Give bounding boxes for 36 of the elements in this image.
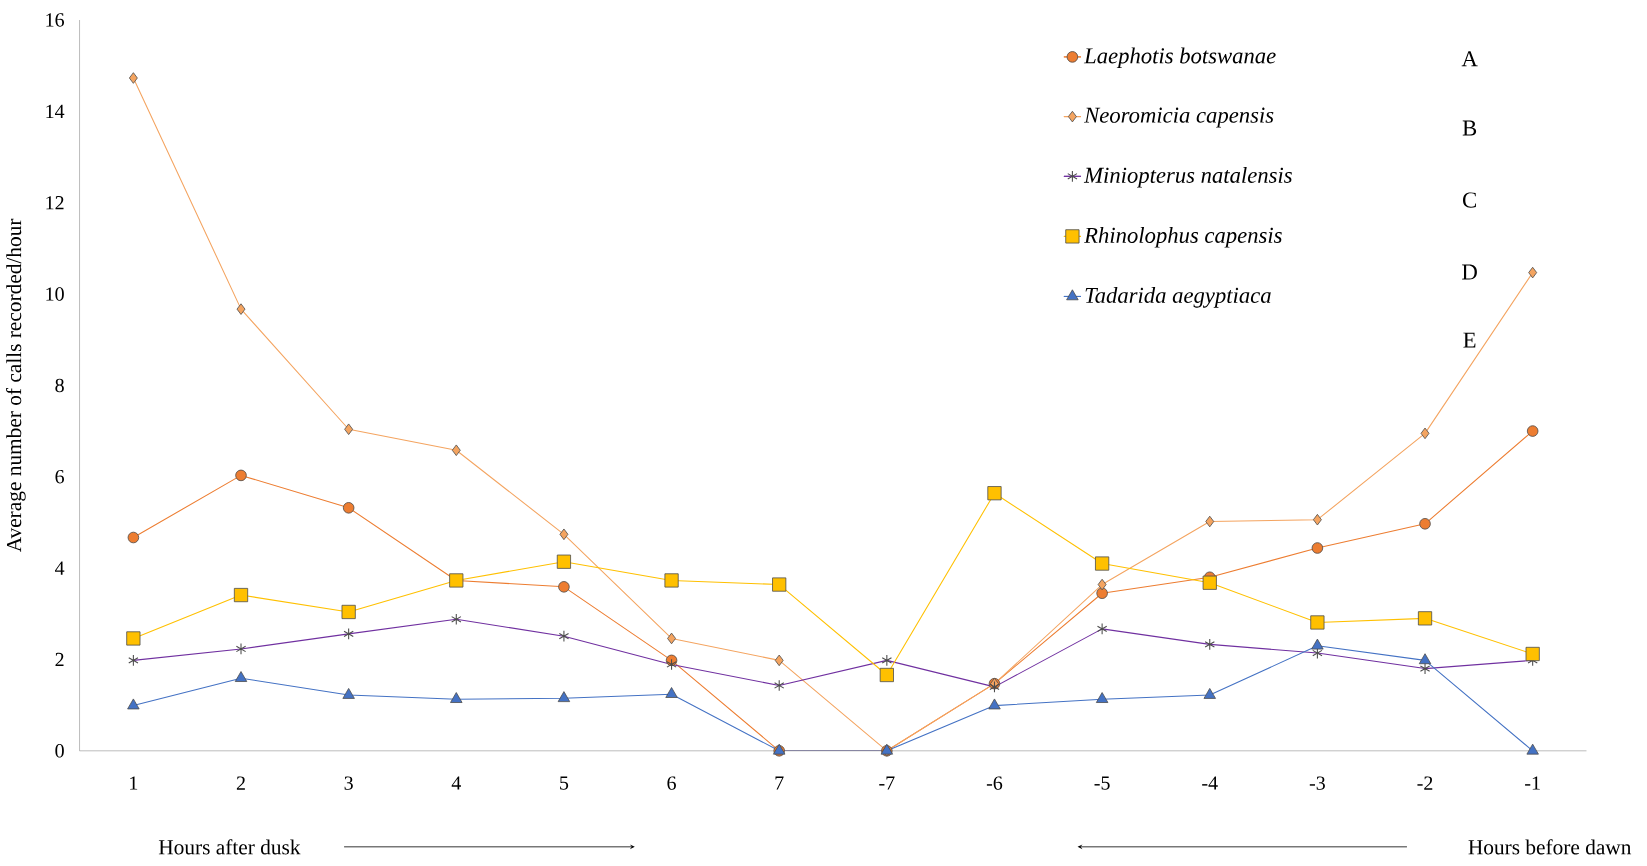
x-tick-label: 1 [130,776,138,790]
x-tick-label: 6 [667,776,676,791]
legend-label: Miniopterus natalensis [1083,167,1292,188]
x-tick-label: -2 [1417,776,1433,790]
x-tick-label: 3 [344,776,353,791]
y-tick-label: 4 [55,561,65,575]
x-tick-label: 2 [236,776,245,790]
y-tick-label: 10 [46,287,64,302]
y-axis-title: Average number of calls recorded/hour [6,218,26,553]
y-tick-label: 6 [55,470,65,484]
legend-label: Neoromicia capensis [1083,107,1274,128]
x-tick-label: -6 [986,776,1003,791]
legend-label: Tadarida aegyptiaca [1085,287,1271,308]
annotation: C [1463,192,1476,208]
y-tick-label: 8 [55,378,64,393]
text: Hours before dawn [1468,839,1632,855]
x-tick-label: 4 [451,776,461,790]
x-tick-label: -1 [1525,776,1540,790]
text: Hours after dusk [158,839,301,855]
x-tick-label: -3 [1309,776,1325,791]
x-tick-label: 5 [560,776,569,790]
legend-label: Laephotis botswanae [1083,47,1276,69]
y-tick-label: 14 [46,105,65,119]
x-tick-label: -4 [1202,776,1218,790]
annotation: D [1462,264,1477,280]
x-tick-label: 7 [775,776,784,790]
x-tick-label: -7 [879,776,895,790]
y-tick-label: 16 [46,13,65,27]
y-tick-label: 12 [46,196,64,210]
y-tick-label: 2 [55,653,64,667]
annotation: E [1463,332,1476,348]
annotation: A [1461,51,1478,67]
annotation: B [1462,120,1477,136]
legend-label: Rhinolophus capensis [1084,227,1282,248]
y-tick-label: 0 [55,744,64,758]
x-tick-label: -5 [1094,776,1110,790]
